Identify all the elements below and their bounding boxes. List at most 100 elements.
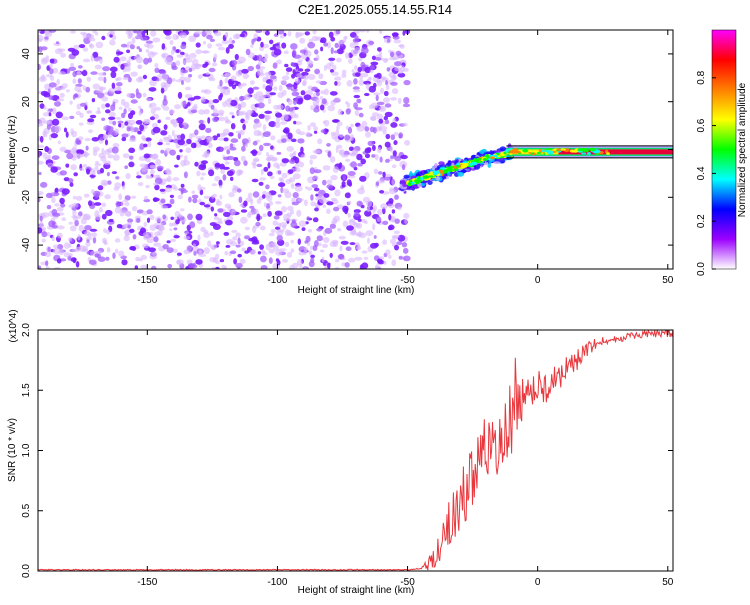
noise-speck [256, 122, 262, 128]
noise-speck [104, 139, 109, 146]
noise-speck [162, 244, 169, 250]
noise-speck [49, 75, 55, 81]
noise-speck [184, 57, 193, 63]
snr-multiplier: (x10^4) [8, 309, 19, 342]
noise-speck [282, 188, 290, 194]
noise-speck [245, 114, 251, 121]
noise-speck [358, 79, 365, 86]
noise-speck [46, 204, 52, 210]
spectrogram-ytick-label: -20 [21, 190, 32, 205]
noise-speck [217, 208, 224, 213]
noise-speck [143, 57, 149, 65]
noise-speck [347, 171, 356, 176]
noise-speck [38, 171, 42, 176]
noise-speck [59, 92, 65, 98]
noise-speck [216, 133, 221, 138]
noise-speck [230, 75, 237, 81]
noise-speck [49, 58, 55, 64]
noise-speck [85, 237, 93, 240]
noise-speck [89, 43, 93, 48]
noise-speck [130, 99, 138, 104]
noise-speck [296, 259, 303, 266]
noise-speck [230, 99, 238, 107]
noise-speck [344, 262, 350, 268]
noise-speck [180, 183, 185, 188]
noise-speck [69, 115, 75, 120]
noise-speck [384, 111, 393, 117]
noise-speck [330, 47, 334, 55]
noise-speck [388, 224, 395, 231]
noise-speck [313, 187, 320, 192]
noise-speck [290, 248, 295, 253]
noise-speck [287, 31, 292, 37]
noise-speck [231, 59, 237, 66]
noise-speck [296, 73, 302, 78]
noise-speck [273, 215, 280, 220]
noise-speck [143, 153, 150, 159]
noise-speck [319, 104, 325, 111]
noise-speck [140, 36, 148, 41]
noise-speck [123, 235, 130, 242]
noise-speck [91, 98, 96, 103]
noise-speck [115, 201, 121, 208]
noise-speck [142, 137, 147, 142]
noise-speck [194, 161, 199, 167]
noise-speck [390, 81, 398, 86]
noise-speck [349, 134, 355, 141]
noise-speck [305, 186, 308, 190]
noise-speck [63, 242, 70, 250]
noise-speck [383, 97, 390, 103]
noise-speck [95, 193, 99, 199]
noise-speck [335, 147, 339, 154]
noise-speck [290, 221, 298, 228]
noise-speck [320, 249, 325, 253]
noise-speck [321, 98, 327, 105]
noise-speck [364, 92, 370, 97]
noise-speck [40, 181, 48, 188]
noise-speck [397, 97, 402, 105]
noise-speck [86, 168, 90, 175]
noise-speck [128, 155, 134, 160]
noise-speck [345, 52, 350, 59]
noise-speck [181, 122, 188, 126]
noise-speck [372, 76, 379, 82]
noise-speck [68, 178, 74, 184]
noise-speck [345, 108, 351, 115]
noise-speck [116, 82, 123, 87]
noise-speck [265, 184, 270, 190]
noise-speck [223, 211, 231, 217]
noise-speck [38, 46, 43, 53]
noise-speck [328, 31, 334, 38]
signal-core [432, 171, 438, 176]
noise-speck [316, 227, 323, 232]
noise-speck [140, 264, 148, 269]
noise-speck [345, 158, 350, 162]
noise-speck [47, 163, 53, 168]
noise-speck [60, 52, 66, 58]
noise-speck [103, 160, 112, 166]
noise-speck [259, 244, 264, 250]
noise-speck [268, 201, 273, 206]
colorbar-tick-label: 0.6 [696, 118, 707, 132]
noise-speck [183, 249, 190, 255]
noise-speck [39, 135, 44, 143]
noise-speck [364, 126, 370, 132]
snr-ytick-label: 0.0 [21, 564, 32, 578]
band-blob [536, 151, 542, 155]
noise-speck [342, 174, 346, 181]
noise-speck [257, 131, 263, 136]
noise-speck [304, 68, 311, 73]
noise-speck [104, 194, 111, 200]
noise-speck [106, 247, 111, 253]
noise-speck [84, 137, 91, 142]
noise-speck [226, 149, 231, 155]
noise-speck [262, 213, 267, 218]
noise-speck [374, 265, 382, 269]
noise-speck [142, 232, 149, 237]
noise-speck [72, 71, 77, 78]
noise-speck [72, 195, 77, 200]
noise-speck [238, 196, 243, 204]
noise-speck [88, 259, 97, 265]
noise-speck [153, 222, 160, 229]
noise-speck [270, 228, 276, 234]
